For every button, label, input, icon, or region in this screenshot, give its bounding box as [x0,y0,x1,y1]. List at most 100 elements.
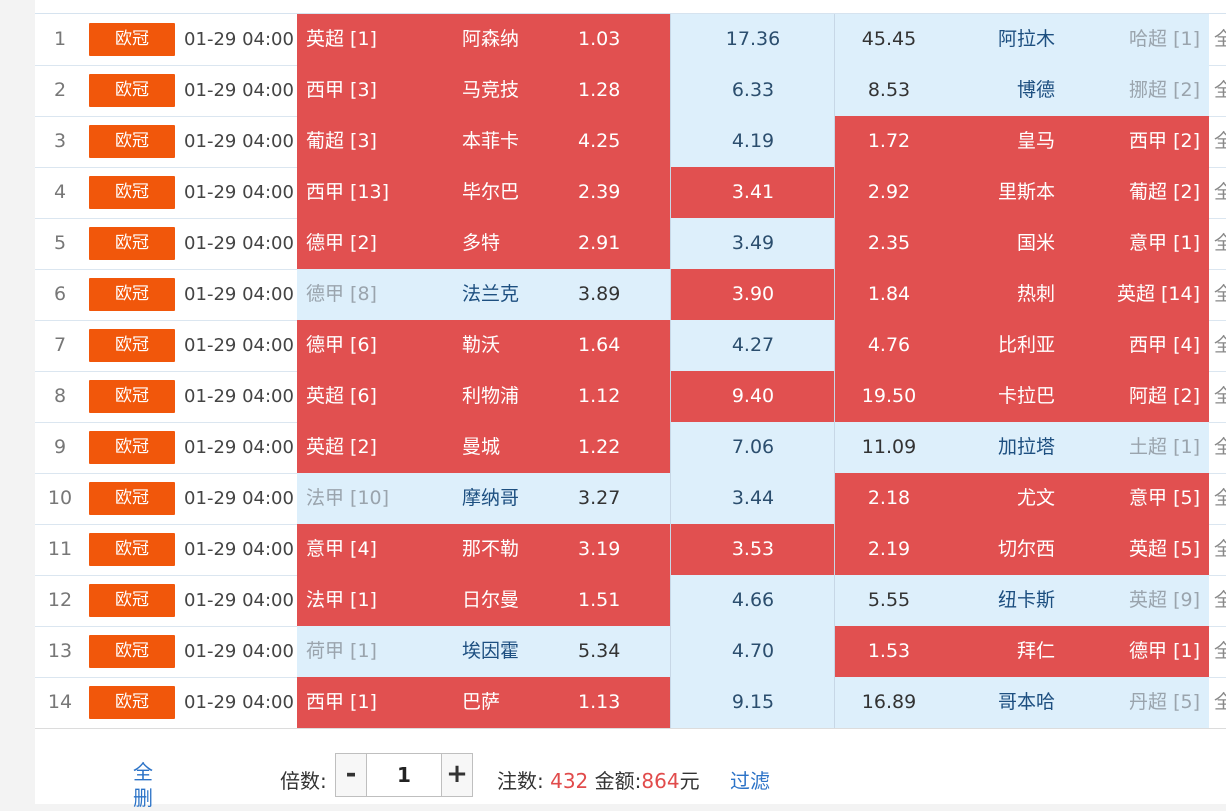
away-win-option[interactable]: 1.72 皇马 西甲 [2] [834,116,1209,167]
draw-option[interactable]: 6.33 [670,65,835,116]
match-time: 01-29 04:00 [184,539,294,560]
away-league: 葡超 [2] [1129,181,1200,203]
away-win-option[interactable]: 2.35 国米 意甲 [1] [834,218,1209,269]
match-row: 2 欧冠 01-29 04:00 西甲 [3] 马竞技 1.28 6.33 8.53 博德 挪超 … [35,65,1226,117]
away-win-option[interactable]: 11.09 加拉塔 土超 [1] [834,422,1209,473]
home-odd: 1.51 [578,589,621,611]
away-win-option[interactable]: 2.18 尤文 意甲 [5] [834,473,1209,524]
multiplier-input[interactable] [367,754,441,796]
home-team: 埃因霍 [462,640,520,662]
away-win-option[interactable]: 5.55 纽卡斯 英超 [9] [834,575,1209,626]
draw-option[interactable]: 3.53 [670,524,835,575]
away-win-option[interactable]: 2.19 切尔西 英超 [5] [834,524,1209,575]
increment-button[interactable]: + [441,754,472,796]
amount-value: 864 [641,769,680,793]
row-number: 3 [53,130,67,152]
away-win-option[interactable]: 19.50 卡拉巴 阿超 [2] [834,371,1209,422]
away-win-option[interactable]: 4.76 比利亚 西甲 [4] [834,320,1209,371]
away-win-option[interactable]: 2.92 里斯本 葡超 [2] [834,167,1209,218]
more-options-column[interactable]: 全 [1214,487,1226,509]
competition-badge: 欧冠 [89,584,175,617]
home-odd: 5.34 [578,640,621,662]
more-options-column[interactable]: 全 [1214,589,1226,611]
competition-badge: 欧冠 [89,278,175,311]
home-team: 利物浦 [462,385,520,407]
amount-label: 金额: [594,769,642,793]
home-win-option[interactable]: 西甲 [3] 马竞技 1.28 [297,65,670,116]
home-league: 意甲 [4] [306,538,377,560]
home-win-option[interactable]: 德甲 [6] 勒沃 1.64 [297,320,670,371]
more-options-column[interactable]: 全 [1214,640,1226,662]
home-win-option[interactable]: 英超 [1] 阿森纳 1.03 [297,14,670,65]
more-options-column[interactable]: 全 [1214,436,1226,458]
draw-option[interactable]: 17.36 [670,14,835,65]
match-time: 01-29 04:00 [184,437,294,458]
competition-badge: 欧冠 [89,635,175,668]
away-win-option[interactable]: 16.89 哥本哈 丹超 [5] [834,677,1209,728]
more-options-column[interactable]: 全 [1214,181,1226,203]
away-team: 里斯本 [997,181,1055,203]
home-win-option[interactable]: 德甲 [8] 法兰克 3.89 [297,269,670,320]
home-team: 毕尔巴 [462,181,520,203]
more-options-column[interactable]: 全 [1214,334,1226,356]
draw-option[interactable]: 4.27 [670,320,835,371]
away-win-option[interactable]: 1.53 拜仁 德甲 [1] [834,626,1209,677]
home-odd: 1.03 [578,28,621,50]
filter-link[interactable]: 过滤 [730,769,770,793]
home-win-option[interactable]: 意甲 [4] 那不勒 3.19 [297,524,670,575]
home-team: 多特 [462,232,501,254]
home-win-option[interactable]: 英超 [6] 利物浦 1.12 [297,371,670,422]
home-league: 荷甲 [1] [306,640,377,662]
away-team: 哥本哈 [997,691,1055,713]
draw-option[interactable]: 9.15 [670,677,835,728]
home-win-option[interactable]: 英超 [2] 曼城 1.22 [297,422,670,473]
home-win-option[interactable]: 法甲 [10] 摩纳哥 3.27 [297,473,670,524]
more-options-column[interactable]: 全 [1214,385,1226,407]
home-team: 巴萨 [462,691,501,713]
draw-option[interactable]: 9.40 [670,371,835,422]
bet-footer: 全删 倍数: - + 注数: 432 金额:864元 过滤 [35,728,1226,810]
more-options-column[interactable]: 全 [1214,79,1226,101]
draw-option[interactable]: 3.44 [670,473,835,524]
row-number: 9 [53,436,67,458]
draw-option[interactable]: 3.49 [670,218,835,269]
home-win-option[interactable]: 荷甲 [1] 埃因霍 5.34 [297,626,670,677]
draw-option[interactable]: 4.70 [670,626,835,677]
more-options-column[interactable]: 全 [1214,538,1226,560]
away-win-option[interactable]: 45.45 阿拉木 哈超 [1] [834,14,1209,65]
match-row: 13 欧冠 01-29 04:00 荷甲 [1] 埃因霍 5.34 4.70 1.53 拜仁 德甲… [35,626,1226,678]
away-league: 英超 [5] [1129,538,1200,560]
draw-option[interactable]: 4.66 [670,575,835,626]
away-team: 皇马 [1016,130,1055,152]
draw-option[interactable]: 3.41 [670,167,835,218]
match-row: 12 欧冠 01-29 04:00 法甲 [1] 日尔曼 1.51 4.66 5.55 纽卡斯 英… [35,575,1226,627]
delete-all-link[interactable]: 全删 [133,760,153,810]
away-team: 尤文 [1016,487,1055,509]
match-row: 5 欧冠 01-29 04:00 德甲 [2] 多特 2.91 3.49 2.35 国米 意甲 [… [35,218,1226,270]
home-league: 西甲 [1] [306,691,377,713]
home-win-option[interactable]: 法甲 [1] 日尔曼 1.51 [297,575,670,626]
home-win-option[interactable]: 西甲 [13] 毕尔巴 2.39 [297,167,670,218]
more-options-column[interactable]: 全 [1214,28,1226,50]
away-league: 丹超 [5] [1129,691,1200,713]
match-time: 01-29 04:00 [184,335,294,356]
match-time: 01-29 04:00 [184,284,294,305]
away-win-option[interactable]: 1.84 热刺 英超 [14] [834,269,1209,320]
draw-option[interactable]: 3.90 [670,269,835,320]
away-win-option[interactable]: 8.53 博德 挪超 [2] [834,65,1209,116]
more-options-column[interactable]: 全 [1214,283,1226,305]
more-options-column[interactable]: 全 [1214,232,1226,254]
home-win-option[interactable]: 德甲 [2] 多特 2.91 [297,218,670,269]
match-row: 10 欧冠 01-29 04:00 法甲 [10] 摩纳哥 3.27 3.44 2.18 尤文 意… [35,473,1226,525]
competition-badge: 欧冠 [89,329,175,362]
match-row: 7 欧冠 01-29 04:00 德甲 [6] 勒沃 1.64 4.27 4.76 比利亚 西甲 … [35,320,1226,372]
more-options-column[interactable]: 全 [1214,691,1226,713]
home-win-option[interactable]: 葡超 [3] 本菲卡 4.25 [297,116,670,167]
decrement-button[interactable]: - [336,754,367,796]
draw-option[interactable]: 4.19 [670,116,835,167]
home-team: 阿森纳 [462,28,520,50]
draw-option[interactable]: 7.06 [670,422,835,473]
home-win-option[interactable]: 西甲 [1] 巴萨 1.13 [297,677,670,728]
home-league: 德甲 [6] [306,334,377,356]
more-options-column[interactable]: 全 [1214,130,1226,152]
